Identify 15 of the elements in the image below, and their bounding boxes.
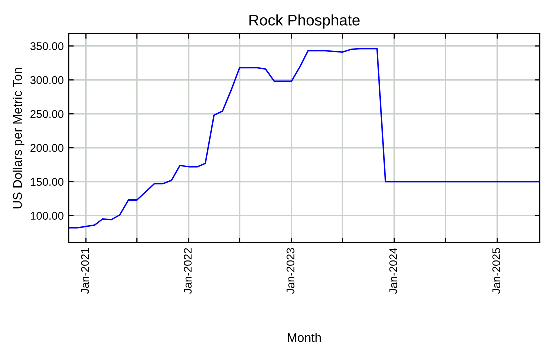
y-tick-label: 350.00 xyxy=(30,42,64,50)
y-tick-label: 100.00 xyxy=(31,212,64,220)
chart-title: Rock Phosphate xyxy=(250,14,360,29)
y-tick-label: 200.00 xyxy=(30,144,64,152)
x-tick-label: Jan-2025 xyxy=(492,248,500,294)
y-tick-label: 300.00 xyxy=(30,76,64,84)
x-axis-title: Month xyxy=(288,333,322,342)
x-tick-label: Jan-2022 xyxy=(184,248,192,294)
x-tick-label: Jan-2021 xyxy=(81,248,90,294)
x-tick-label: Jan-2024 xyxy=(390,248,398,294)
x-tick-label: Jan-2023 xyxy=(286,248,295,294)
y-axis-title: US Dollars per Metric Ton xyxy=(12,68,25,209)
y-tick-label: 250.00 xyxy=(30,110,64,118)
line-series xyxy=(69,48,540,229)
y-tick-label: 150.00 xyxy=(31,178,64,186)
